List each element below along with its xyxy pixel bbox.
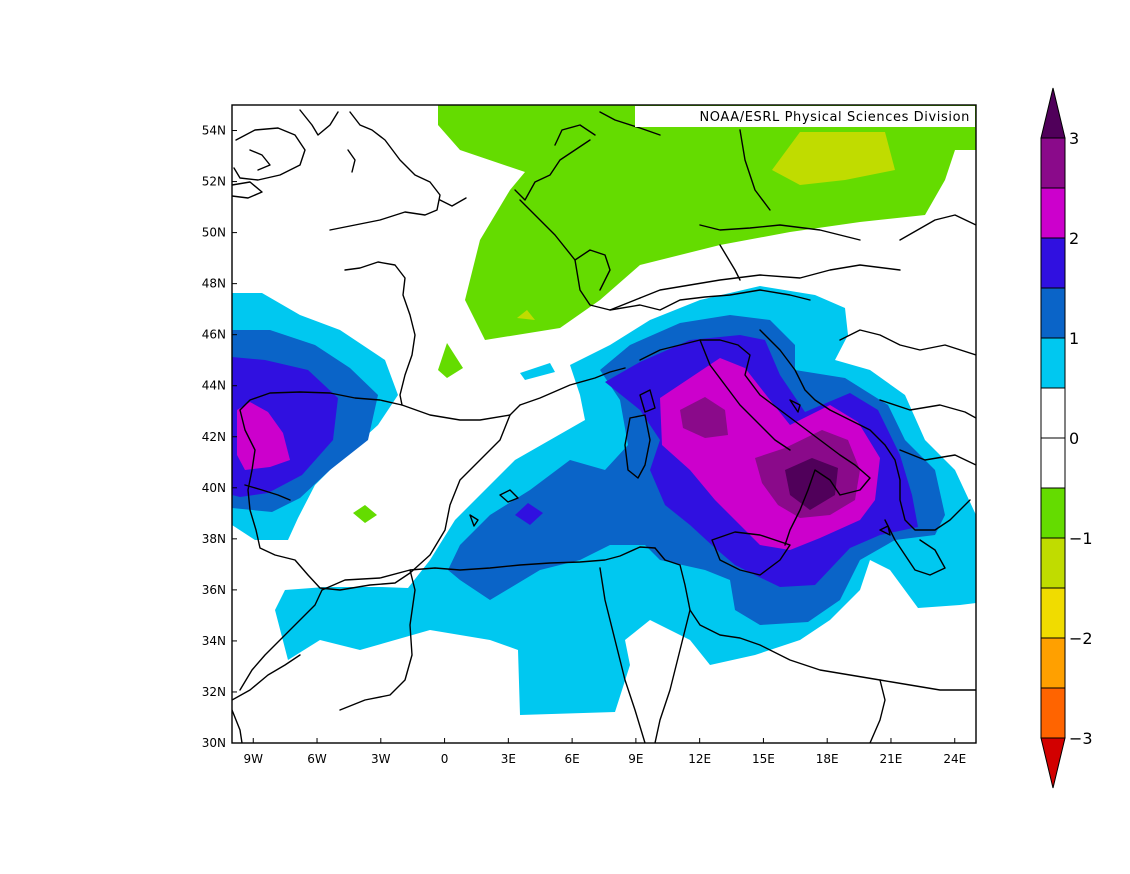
contour-negative-central-europe (353, 105, 976, 523)
x-tick-label: 9W (244, 752, 264, 766)
y-tick-label: 40N (202, 481, 226, 495)
credit-box: NOAA/ESRL Physical Sciences Division (635, 106, 975, 127)
y-tick-label: 34N (202, 634, 226, 648)
colorbar-segment (1040, 187, 1066, 239)
colorbar-segment (1040, 487, 1066, 539)
y-tick-label: 36N (202, 583, 226, 597)
y-tick-label: 44N (202, 379, 226, 393)
colorbar-segment (1040, 137, 1066, 189)
plot-frame (231, 104, 977, 744)
colorbar-labels: 3 2 1 0 −1 −2 −3 (1069, 129, 1093, 748)
colorbar-segment (1040, 337, 1066, 389)
x-tick-label: 0 (441, 752, 449, 766)
colorbar-label: 0 (1069, 429, 1079, 448)
colorbar-label: −2 (1069, 629, 1093, 648)
x-tick-label: 3W (371, 752, 391, 766)
y-tick-label: 46N (202, 328, 226, 342)
colorbar-segments (1040, 137, 1066, 739)
x-tick-label: 21E (880, 752, 903, 766)
x-tick-label: 6W (307, 752, 327, 766)
colorbar-arrow-bottom (1040, 737, 1066, 789)
y-axis: 54N 52N 50N 48N 46N 44N 42N 40N 38N 36N 34N 32N 30N (202, 124, 237, 750)
x-tick-label: 24E (943, 752, 966, 766)
colorbar-segment (1040, 587, 1066, 639)
y-tick-label: 32N (202, 685, 226, 699)
x-tick-label: 18E (816, 752, 839, 766)
colorbar-segment (1040, 637, 1066, 689)
x-tick-label: 15E (752, 752, 775, 766)
y-tick-label: 48N (202, 277, 226, 291)
colorbar-label: 3 (1069, 129, 1079, 148)
x-axis: 9W 6W 3W 0 3E 6E 9E 12E 15E 18E 21E 24E (244, 738, 966, 766)
y-tick-label: 52N (202, 175, 226, 189)
colorbar-segment (1040, 537, 1066, 589)
y-tick-label: 42N (202, 430, 226, 444)
colorbar-label: 2 (1069, 229, 1079, 248)
colorbar-label: 1 (1069, 329, 1079, 348)
x-tick-label: 9E (628, 752, 643, 766)
colorbar-segment (1040, 387, 1066, 439)
colorbar-segment (1040, 437, 1066, 489)
colorbar-label: −1 (1069, 529, 1093, 548)
colorbar-arrow-top (1040, 87, 1066, 139)
y-tick-label: 50N (202, 226, 226, 240)
y-tick-label: 30N (202, 736, 226, 750)
coastlines (232, 109, 976, 743)
x-tick-label: 3E (501, 752, 516, 766)
x-tick-label: 6E (565, 752, 580, 766)
contour-positive-mediterranean (275, 286, 976, 715)
y-tick-label: 38N (202, 532, 226, 546)
credit-text: NOAA/ESRL Physical Sciences Division (699, 110, 970, 125)
map-plot: NOAA/ESRL Physical Sciences Division (232, 105, 976, 743)
x-tick-label: 12E (688, 752, 711, 766)
y-tick-label: 54N (202, 124, 226, 138)
colorbar-segment (1040, 287, 1066, 339)
colorbar-segment (1040, 237, 1066, 289)
colorbar-label: −3 (1069, 729, 1093, 748)
colorbar: 3 2 1 0 −1 −2 −3 (1040, 87, 1093, 789)
colorbar-segment (1040, 687, 1066, 739)
